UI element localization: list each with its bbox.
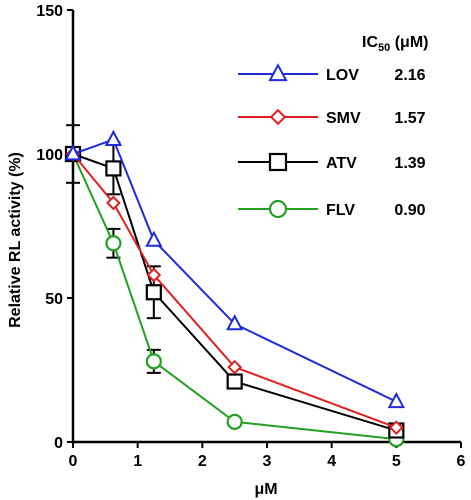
data-point-flv xyxy=(145,353,162,370)
series-line-flv xyxy=(72,153,397,441)
legend-label-atv: ATV xyxy=(326,155,357,172)
series-atv xyxy=(64,124,405,439)
x-tick-label: 5 xyxy=(392,453,401,470)
legend-ic50-lov: 2.16 xyxy=(394,67,425,84)
legend-marker-atv xyxy=(268,152,288,172)
y-tick-label: 50 xyxy=(45,291,63,308)
y-tick-label: 100 xyxy=(36,147,63,164)
data-point-atv xyxy=(105,160,122,177)
legend-item-smv: SMV 1.57 xyxy=(238,108,426,127)
legend-marker-lov xyxy=(268,63,288,82)
legend-ic50-atv: 1.39 xyxy=(394,155,425,172)
legend: IC50 (μM)LOV 2.16 SMV 1.57 ATV 1.39 FLV 0.90 xyxy=(238,34,428,219)
x-axis-label: μM xyxy=(254,481,277,498)
x-tick-label: 1 xyxy=(133,453,142,470)
legend-label-lov: LOV xyxy=(326,67,359,84)
legend-ic50-smv: 1.57 xyxy=(394,110,425,127)
data-point-atv xyxy=(145,284,162,301)
legend-item-flv: FLV 0.90 xyxy=(238,199,426,219)
data-point-smv xyxy=(388,420,404,435)
x-tick-label: 2 xyxy=(198,453,207,470)
x-tick-label: 4 xyxy=(327,453,336,470)
data-point-lov xyxy=(145,230,163,247)
data-point-lov xyxy=(64,144,82,161)
legend-label-flv: FLV xyxy=(326,202,355,219)
x-tick-label: 3 xyxy=(263,453,272,470)
series-smv xyxy=(65,146,404,435)
x-tick-label: 0 xyxy=(69,453,78,470)
data-point-lov xyxy=(225,314,244,331)
x-tick-label: 6 xyxy=(457,453,466,470)
legend-label-smv: SMV xyxy=(326,110,361,127)
y-tick-label: 150 xyxy=(36,3,63,20)
legend-item-lov: LOV 2.16 xyxy=(238,63,426,84)
legend-item-atv: ATV 1.39 xyxy=(238,152,426,172)
legend-header: IC50 (μM) xyxy=(362,34,428,54)
data-point-smv xyxy=(227,359,243,375)
data-point-lov xyxy=(104,129,123,146)
data-point-atv xyxy=(226,373,243,390)
data-point-smv xyxy=(106,195,121,211)
data-point-lov xyxy=(387,391,406,409)
series-layer xyxy=(64,124,406,448)
data-point-smv xyxy=(146,267,162,283)
series-lov xyxy=(64,129,406,409)
data-point-flv xyxy=(226,413,243,430)
legend-marker-smv xyxy=(269,108,287,126)
data-point-flv xyxy=(105,235,122,252)
series-flv xyxy=(64,145,405,448)
y-tick-label: 0 xyxy=(54,435,63,452)
legend-marker-flv xyxy=(268,199,288,219)
y-axis-label: Relative RL activity (%) xyxy=(7,152,24,328)
legend-ic50-flv: 0.90 xyxy=(394,202,425,219)
